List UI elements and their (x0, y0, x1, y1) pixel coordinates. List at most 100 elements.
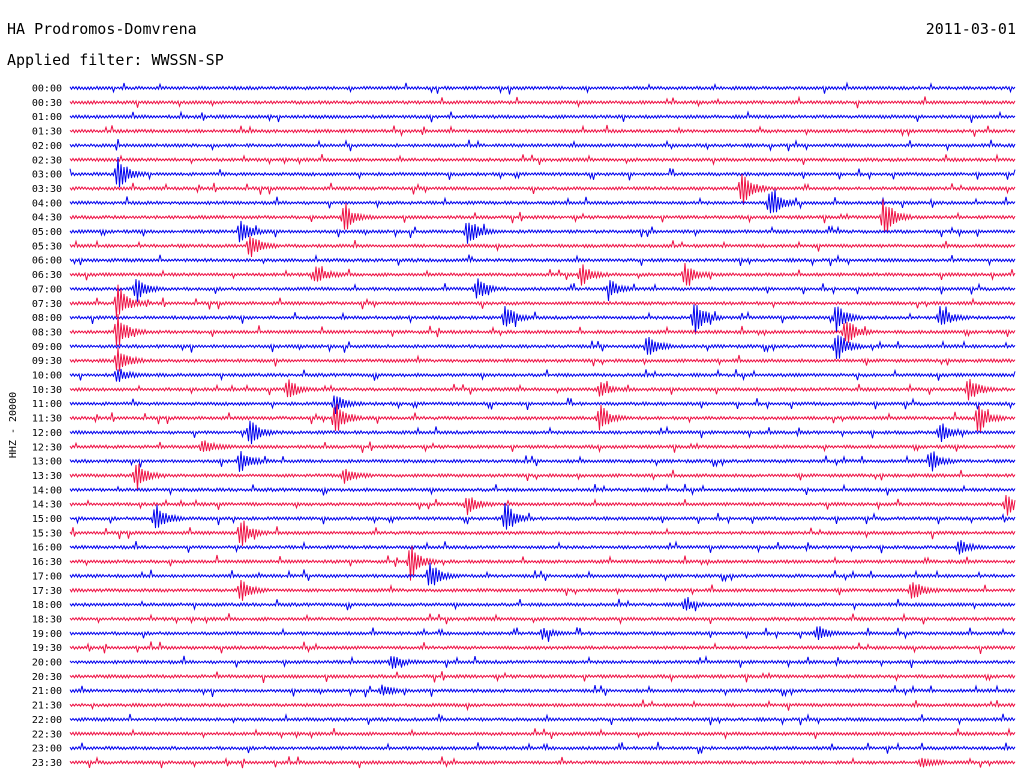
trace-row (69, 314, 1016, 346)
trace-row (69, 284, 1016, 318)
trace-row (69, 403, 1016, 433)
trace-row (69, 520, 1016, 546)
row-time-label: 11:00 (32, 399, 62, 410)
row-time-label: 00:00 (32, 84, 62, 95)
trace-row (69, 173, 1016, 206)
trace-row (69, 378, 1016, 401)
channel-label: HHZ - 20000 (8, 392, 19, 458)
row-time-label: 23:00 (32, 744, 62, 755)
row-time-label: 12:00 (32, 428, 62, 439)
trace-row (69, 562, 1016, 586)
row-time-label: 01:00 (32, 112, 62, 123)
trace-row (69, 124, 1016, 138)
trace-row (69, 463, 1016, 490)
trace-row (69, 451, 1016, 472)
trace-row (69, 641, 1016, 655)
row-time-label: 06:30 (32, 270, 62, 281)
trace-row (69, 483, 1016, 497)
row-time-label: 04:30 (32, 213, 62, 224)
row-time-label: 11:30 (32, 414, 62, 425)
row-time-label: 14:30 (32, 500, 62, 511)
row-time-label: 10:00 (32, 371, 62, 382)
trace-row (69, 335, 1016, 359)
row-time-label: 22:00 (32, 715, 62, 726)
row-time-label: 05:00 (32, 227, 62, 238)
row-time-label: 15:30 (32, 528, 62, 539)
row-time-label: 16:00 (32, 543, 62, 554)
trace-row (69, 278, 1016, 302)
trace-row (69, 189, 1016, 214)
row-time-label: 20:30 (32, 672, 62, 683)
station-title: HA Prodromos-Domvrena (7, 20, 197, 38)
trace-row (69, 347, 1016, 372)
trace-row (69, 684, 1016, 698)
row-time-label: 19:30 (32, 643, 62, 654)
row-time-label: 03:00 (32, 170, 62, 181)
row-time-label: 05:30 (32, 241, 62, 252)
row-time-label: 02:30 (32, 155, 62, 166)
row-time-label: 01:30 (32, 127, 62, 138)
trace-row (69, 156, 1016, 188)
trace-row (69, 727, 1016, 740)
trace-row (69, 420, 1016, 445)
row-time-label: 13:00 (32, 457, 62, 468)
row-time-label: 14:00 (32, 485, 62, 496)
trace-row (69, 153, 1016, 166)
trace-row (69, 713, 1016, 726)
row-time-label: 03:30 (32, 184, 62, 195)
seismogram-traces (69, 81, 1016, 769)
trace-row (69, 220, 1016, 244)
row-time-label: 15:00 (32, 514, 62, 525)
trace-row (69, 494, 1016, 516)
trace-row (69, 741, 1016, 755)
row-time-label: 06:00 (32, 256, 62, 267)
trace-row (69, 440, 1016, 454)
trace-row (69, 545, 1016, 581)
row-time-label: 21:30 (32, 701, 62, 712)
trace-row (69, 699, 1016, 712)
row-time-label: 07:00 (32, 284, 62, 295)
trace-row (69, 236, 1016, 258)
row-time-label: 07:30 (32, 299, 62, 310)
row-time-label: 18:30 (32, 614, 62, 625)
row-time-label: 17:00 (32, 571, 62, 582)
trace-row (69, 110, 1016, 123)
trace-row (69, 671, 1016, 683)
row-time-label: 21:00 (32, 686, 62, 697)
trace-row (69, 253, 1016, 267)
trace-row (69, 540, 1016, 555)
trace-row (69, 579, 1016, 601)
row-time-label: 18:00 (32, 600, 62, 611)
row-time-label: 02:00 (32, 141, 62, 152)
row-time-label: 13:30 (32, 471, 62, 482)
trace-row (69, 597, 1016, 612)
row-time-label: 23:30 (32, 758, 62, 769)
row-time-labels: 00:00 00:30 01:00 01:30 02:00 02:30 03:00 03:30… (32, 84, 62, 769)
row-time-label: 09:30 (32, 356, 62, 367)
row-time-label: 20:00 (32, 658, 62, 669)
trace-row (69, 304, 1016, 335)
trace-row (69, 139, 1016, 152)
row-time-label: 08:30 (32, 327, 62, 338)
trace-row (69, 756, 1016, 769)
row-time-label: 19:00 (32, 629, 62, 640)
trace-row (69, 95, 1016, 109)
trace-row (69, 395, 1016, 415)
row-time-label: 17:30 (32, 586, 62, 597)
trace-row (69, 263, 1016, 286)
trace-row (69, 368, 1016, 382)
row-time-label: 04:00 (32, 198, 62, 209)
row-time-label: 12:30 (32, 442, 62, 453)
row-time-label: 00:30 (32, 98, 62, 109)
trace-row (69, 502, 1016, 530)
row-time-label: 09:00 (32, 342, 62, 353)
trace-row (69, 655, 1016, 669)
trace-row (69, 612, 1016, 626)
trace-row (69, 81, 1016, 95)
trace-row (69, 626, 1016, 642)
date-label: 2011-03-01 (925, 20, 1016, 38)
row-time-label: 08:00 (32, 313, 62, 324)
row-time-label: 22:30 (32, 729, 62, 740)
filter-label: Applied filter: WWSSN-SP (7, 51, 224, 69)
